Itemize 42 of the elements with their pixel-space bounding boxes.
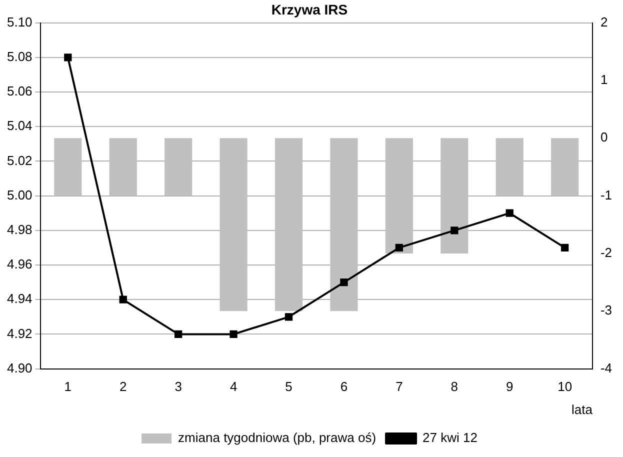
y-tick-label: 5.00 [6,187,32,202]
x-tick-label: 1 [64,379,72,394]
x-tick-label: 6 [340,379,348,394]
x-tick-label: 5 [285,379,292,394]
x-tick-label: 8 [450,379,458,394]
x-tick-label: 9 [506,379,514,394]
y2-tick-label: -2 [600,245,612,260]
x-tick-label: 7 [396,379,403,394]
point [450,226,458,234]
legend-label: zmiana tygodniowa (pb, prawa oś) [178,430,376,446]
x-tick-label: 2 [120,379,127,394]
point [64,54,72,62]
point [230,330,238,338]
y-tick-label: 5.08 [6,48,32,64]
x-tick-label: 10 [558,379,572,394]
y-tick-label: 4.94 [6,291,32,306]
y2-tick-label: 2 [600,14,608,30]
y-tick-label: 4.98 [6,222,32,237]
y-tick-label: 5.06 [6,84,32,99]
y2-tick-label: -1 [600,187,612,202]
y-tick-label: 4.96 [6,256,32,272]
point [561,244,569,252]
y2-tick-label: 0 [600,130,608,145]
point [506,209,514,217]
point [174,330,182,338]
y2-tick-label: -3 [600,302,612,318]
x-axis-title: lata [571,402,594,417]
y2-tick-label: 1 [600,72,608,88]
point [119,296,127,304]
y-tick-label: 5.02 [6,152,32,168]
chart-title: Krzywa IRS [271,1,348,18]
y-tick-label: 5.04 [6,118,32,134]
x-tick-label: 3 [174,379,182,394]
y-tick-label: 4.92 [6,326,32,341]
legend-label: 27 kwi 12 [422,430,478,446]
x-tick-label: 4 [230,379,238,394]
y2-tick-label: -4 [600,360,612,376]
point [284,313,293,321]
y-tick-label: 4.90 [6,360,32,376]
y-tick-label: 5.10 [6,14,32,30]
point [395,244,404,252]
point [340,278,348,286]
